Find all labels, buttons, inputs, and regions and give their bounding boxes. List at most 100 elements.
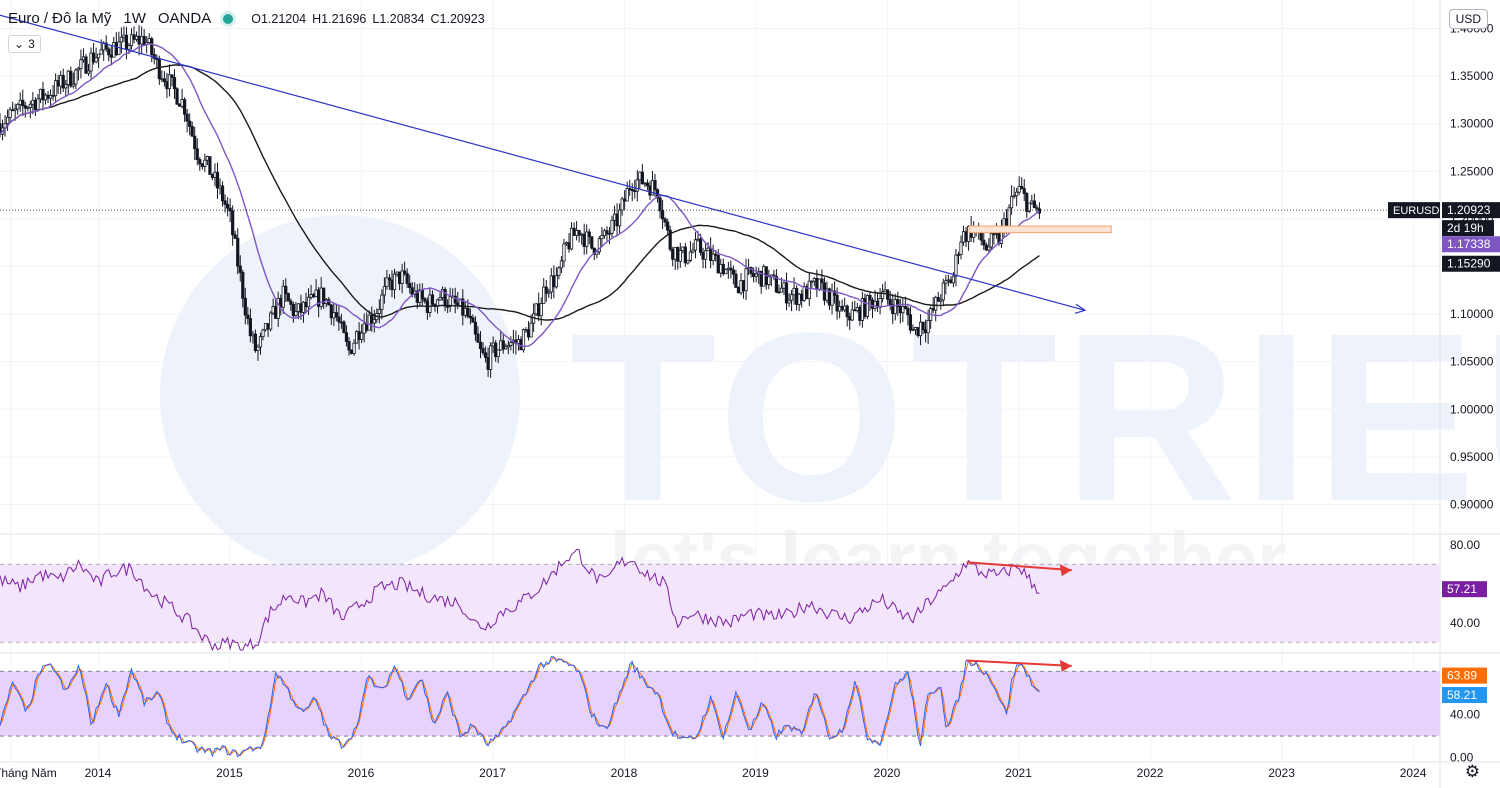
candle-body xyxy=(284,285,288,295)
candle-body xyxy=(691,249,695,253)
interval-label[interactable]: 1W xyxy=(123,10,146,27)
candle-body xyxy=(420,289,424,300)
candle-body xyxy=(397,271,402,284)
price-tick-label: 1.10000 xyxy=(1450,307,1494,321)
candle-body xyxy=(716,254,720,274)
candle-body xyxy=(987,246,991,251)
candle-body xyxy=(944,280,948,284)
candle-body xyxy=(817,278,821,290)
price-tick-label: 1.25000 xyxy=(1450,164,1494,178)
stoch-band xyxy=(0,671,1440,737)
symbol-name[interactable]: Euro / Đô la Mỹ xyxy=(8,10,112,27)
candle-body xyxy=(562,243,566,262)
time-tick-label: 2024 xyxy=(1400,766,1427,780)
candle-body xyxy=(137,35,141,45)
candle-body xyxy=(172,77,177,90)
candle-body xyxy=(251,333,255,337)
candle-body xyxy=(653,179,657,191)
candle-body xyxy=(509,342,513,346)
candle-body xyxy=(982,239,986,246)
candle-body xyxy=(387,277,392,281)
candle-body xyxy=(309,294,313,298)
candle-body xyxy=(564,242,569,245)
price-tick-label: 1.05000 xyxy=(1450,355,1494,369)
supply-zone xyxy=(968,225,1112,234)
close-value: 1.20923 xyxy=(439,11,485,26)
candle-body xyxy=(623,198,627,202)
candle-body xyxy=(810,280,814,283)
candle-body xyxy=(516,339,521,344)
candle-body xyxy=(195,148,199,160)
candle-body xyxy=(256,346,260,352)
candle-body xyxy=(390,279,394,291)
candle-body xyxy=(31,99,35,105)
candle-body xyxy=(499,340,503,351)
candle-body xyxy=(754,273,758,277)
candle-body xyxy=(600,235,604,240)
stoch-tick-label: 0.00 xyxy=(1450,751,1474,765)
candle-body xyxy=(911,329,915,332)
candle-body xyxy=(91,52,96,63)
candle-body xyxy=(858,306,862,321)
candle-body xyxy=(69,70,73,87)
candle-body xyxy=(339,321,344,324)
candle-body xyxy=(1037,208,1042,214)
candle-body xyxy=(552,275,556,288)
candle-body xyxy=(423,298,427,302)
candle-body xyxy=(5,116,10,125)
symbol-tag-bg xyxy=(1388,202,1440,219)
candle-body xyxy=(994,232,999,235)
candle-body xyxy=(274,306,278,319)
candle-body xyxy=(800,293,804,301)
candle-body xyxy=(901,306,905,314)
candle-body xyxy=(473,321,478,335)
candle-body xyxy=(792,287,796,296)
candle-body xyxy=(443,288,447,307)
candle-body xyxy=(582,233,586,247)
candle-body xyxy=(731,269,736,275)
candle-body xyxy=(633,190,637,193)
candle-body xyxy=(1009,195,1014,209)
candle-body xyxy=(855,306,859,311)
candle-body xyxy=(372,319,376,324)
candle-body xyxy=(357,331,361,340)
candle-body xyxy=(638,171,642,181)
candle-body xyxy=(848,316,852,321)
candle-body xyxy=(721,263,725,275)
candle-body xyxy=(878,298,882,308)
candle-body xyxy=(693,239,698,251)
candle-body xyxy=(471,317,475,323)
candle-body xyxy=(741,280,746,292)
time-tick-label: 2023 xyxy=(1268,766,1295,780)
candle-body xyxy=(494,342,498,358)
rsi-line xyxy=(0,548,1040,652)
candle-body xyxy=(645,182,650,187)
candle-body xyxy=(365,323,369,331)
candle-body xyxy=(681,246,685,251)
candle-body xyxy=(491,342,495,347)
candle-body xyxy=(868,294,872,301)
candle-body xyxy=(954,254,958,277)
candle-body xyxy=(537,303,541,317)
stoch-d-tag-bg xyxy=(1442,667,1487,684)
currency-button[interactable]: USD xyxy=(1448,9,1488,29)
candle-body xyxy=(666,221,670,231)
indicators-collapse-button[interactable]: ⌄ 3 xyxy=(8,35,41,53)
candle-body xyxy=(744,268,748,292)
low-value: 1.20834 xyxy=(379,11,425,26)
candle-body xyxy=(185,113,189,122)
candle-body xyxy=(714,253,718,256)
candle-body xyxy=(306,296,311,308)
candle-body xyxy=(736,287,741,294)
candle-body xyxy=(832,290,837,296)
candle-body xyxy=(913,327,918,331)
candle-body xyxy=(215,171,220,189)
gear-icon[interactable]: ⚙ xyxy=(1464,762,1480,781)
candle-body xyxy=(8,109,12,118)
candle-body xyxy=(132,34,136,40)
candle-body xyxy=(795,287,799,305)
candle-body xyxy=(319,287,323,307)
high-value: 1.21696 xyxy=(321,11,367,26)
candle-body xyxy=(66,70,70,85)
